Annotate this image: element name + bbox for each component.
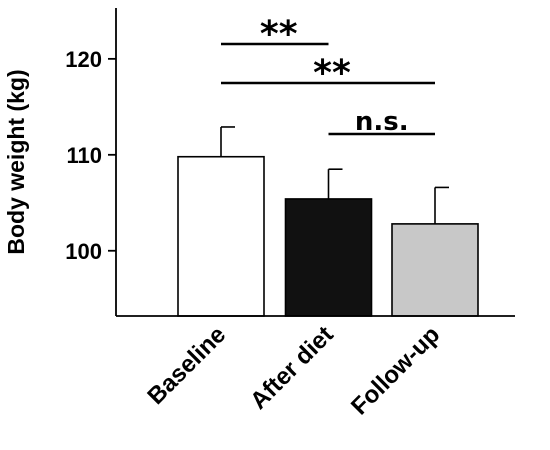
y-tick-label: 100 [65,239,102,264]
significance-label: ** [313,53,351,94]
y-axis-label: Body weight (kg) [3,69,29,254]
bar-baseline [177,155,265,317]
significance-label: n.s. [355,107,409,137]
y-tick-label: 110 [67,143,103,168]
x-tick-label: Follow-up [346,321,445,420]
bar-follow-up [391,223,479,317]
x-tick-label: Baseline [142,321,231,410]
significance-label: ** [260,14,298,55]
plot-area: 100 110 120 Baseline After diet Follow-up ** **… [65,8,515,420]
y-tick-label: 120 [65,47,102,72]
x-tick-label: After diet [245,321,339,415]
bar-after-diet [284,198,373,317]
